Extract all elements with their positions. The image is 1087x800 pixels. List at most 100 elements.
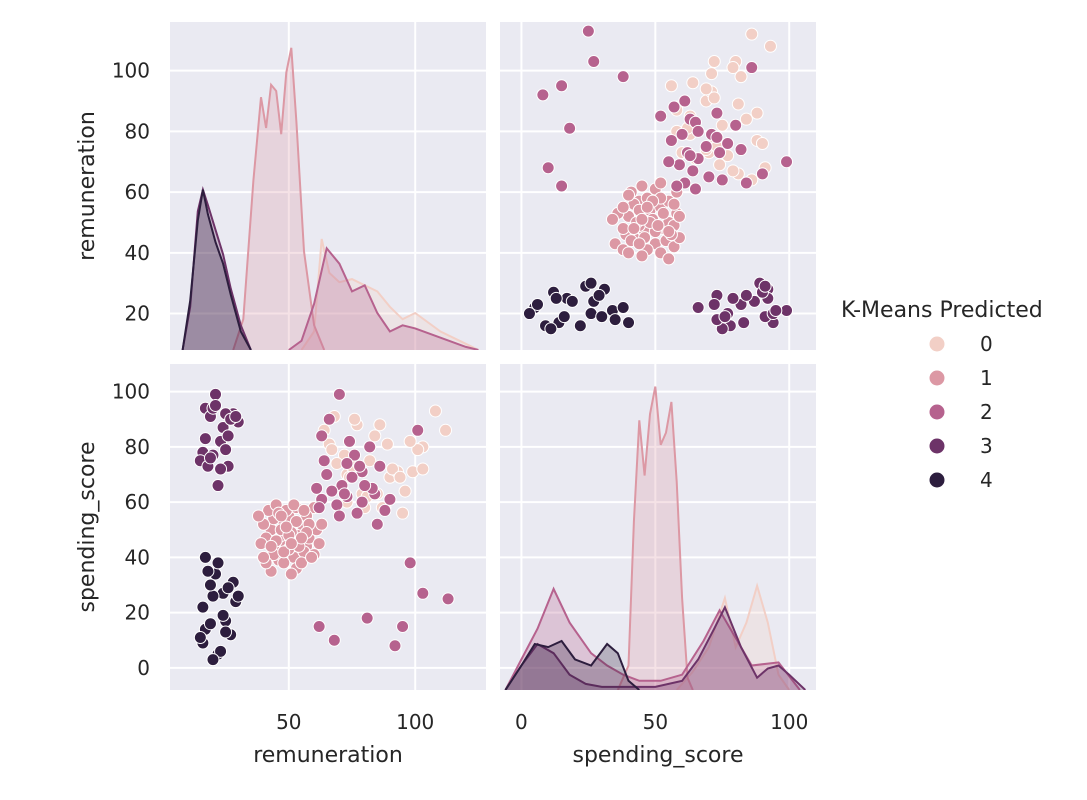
kde-fill-cluster-3 [505,607,806,690]
scatter-point-cluster-0 [705,67,719,81]
scatter-point-cluster-2 [683,149,697,163]
scatter-point-cluster-1 [289,514,303,528]
scatter-point-cluster-1 [297,503,311,517]
x-tick-label: 50 [276,710,301,734]
scatter-point-cluster-4 [211,556,225,570]
scatter-point-cluster-2 [332,509,346,523]
scatter-point-cluster-2 [755,167,769,181]
legend-marker-0 [928,335,946,353]
scatter-point-cluster-1 [277,556,291,570]
scatter-point-cluster-0 [411,443,425,457]
kde-line-cluster-2 [504,586,801,690]
panel-background [170,22,486,350]
kde-line-cluster-1 [616,386,694,690]
panel-p01 [500,22,816,350]
scatter-point-cluster-2 [715,173,729,187]
scatter-point-cluster-3 [209,387,223,401]
y-tick-label: 80 [125,435,150,459]
y-tick-label: 80 [125,119,150,143]
scatter-point-cluster-0 [731,97,745,111]
scatter-point-cluster-2 [315,429,329,443]
scatter-point-cluster-1 [284,567,298,581]
x-tick-label: 50 [643,710,668,734]
scatter-point-cluster-2 [699,140,713,154]
scatter-point-cluster-2 [312,501,326,515]
legend-marker-2 [928,403,946,421]
scatter-point-cluster-0 [726,61,740,75]
scatter-point-cluster-1 [251,509,265,523]
panel-marks [504,386,806,690]
kde-fill-cluster-0 [301,239,479,350]
y-tick-label: 60 [125,180,150,204]
scatter-point-cluster-4 [231,589,245,603]
scatter-point-cluster-0 [715,118,729,132]
scatter-point-cluster-1 [264,539,278,553]
scatter-point-cluster-2 [710,106,724,120]
scatter-point-cluster-2 [363,440,377,454]
scatter-point-cluster-3 [209,398,223,412]
scatter-point-cluster-1 [294,556,308,570]
kde-fill-cluster-3 [182,189,251,350]
scatter-point-cluster-3 [211,479,225,493]
scatter-point-cluster-2 [664,133,678,147]
scatter-point-cluster-3 [737,316,751,330]
scatter-point-cluster-2 [541,161,555,175]
scatter-point-cluster-2 [721,136,735,150]
scatter-point-cluster-2 [317,454,331,468]
scatter-point-cluster-1 [277,545,291,559]
scatter-point-cluster-1 [635,212,649,226]
scatter-point-cluster-2 [373,459,387,473]
scatter-point-cluster-2 [662,155,676,169]
scatter-point-cluster-2 [345,470,359,484]
y-tick-label: 20 [125,601,150,625]
scatter-point-cluster-4 [206,653,220,667]
scatter-point-cluster-2 [734,143,748,157]
scatter-point-cluster-4 [198,550,212,564]
scatter-point-cluster-4 [216,608,230,622]
scatter-point-cluster-1 [294,531,308,545]
scatter-point-cluster-4 [214,644,228,658]
scatter-point-cluster-2 [691,124,705,138]
scatter-point-cluster-2 [536,88,550,102]
pairplot-panels: 50 100 0 50 100 20 40 60 80 100 0 20 40 60 80 100 [112,22,816,734]
scatter-point-cluster-0 [416,462,430,476]
scatter-point-cluster-3 [203,451,217,465]
scatter-point-cluster-2 [563,121,577,135]
scatter-point-cluster-0 [707,91,721,105]
scatter-point-cluster-4 [573,319,587,333]
scatter-point-cluster-2 [310,481,324,495]
scatter-point-cluster-2 [416,586,430,600]
scatter-point-cluster-3 [198,432,212,446]
kde-line-cluster-1 [232,47,326,350]
panel-p00 [170,22,486,350]
scatter-point-cluster-2 [325,484,339,498]
legend: K-Means Predicted 0 1 2 3 4 [841,298,1043,492]
scatter-point-cluster-4 [616,300,630,314]
scatter-point-cluster-2 [332,387,346,401]
y-tick-label: 40 [125,545,150,569]
scatter-point-cluster-4 [522,307,536,321]
kde-fill-cluster-1 [617,386,693,690]
scatter-point-cluster-4 [595,310,609,324]
panel-marks [522,24,794,336]
kde-line-cluster-0 [675,582,791,690]
scatter-point-cluster-2 [441,592,455,606]
scatter-point-cluster-2 [654,109,668,123]
scatter-point-cluster-0 [363,454,377,468]
kde-fill-cluster-4 [182,189,251,350]
scatter-point-cluster-3 [229,409,243,423]
scatter-point-cluster-2 [713,146,727,160]
scatter-point-cluster-0 [734,70,748,84]
scatter-point-cluster-4 [544,322,558,336]
scatter-point-cluster-4 [592,288,606,302]
scatter-point-cluster-4 [203,617,217,631]
scatter-point-cluster-1 [654,176,668,190]
scatter-point-cluster-1 [651,218,665,232]
scatter-point-cluster-3 [214,462,228,476]
scatter-point-cluster-2 [780,155,794,169]
scatter-point-cluster-2 [337,487,351,501]
y-tick-label: 0 [137,656,150,680]
scatter-point-cluster-2 [688,182,702,196]
scatter-point-cluster-4 [557,310,571,324]
scatter-point-cluster-1 [312,537,326,551]
